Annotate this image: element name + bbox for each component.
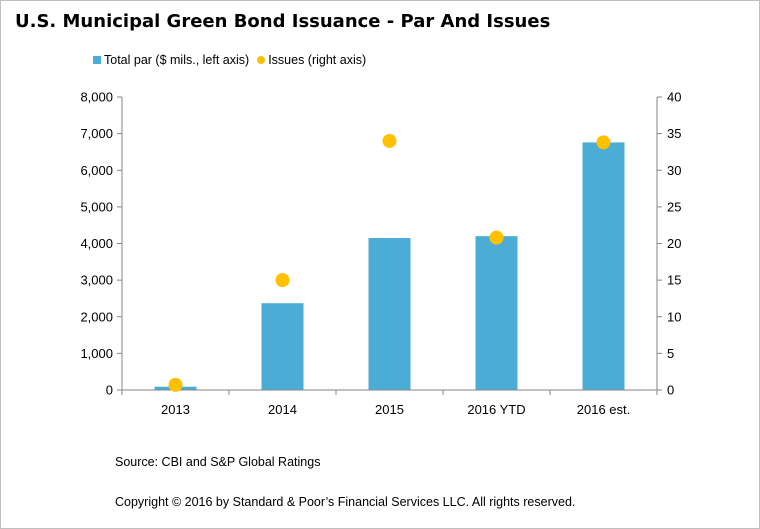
legend-item-issues: Issues (right axis) bbox=[257, 53, 366, 67]
source-note: Source: CBI and S&P Global Ratings bbox=[115, 455, 321, 469]
chart-plot: 0 1,000 2,000 3,000 4,000 5,000 6,000 7,000 8,00… bbox=[80, 90, 681, 418]
bar-2014 bbox=[261, 303, 304, 390]
legend-dot-swatch bbox=[257, 56, 266, 64]
issues-point-2016-ytd bbox=[489, 230, 504, 245]
legend: Total par ($ mils., left axis) Issues (r… bbox=[93, 52, 374, 68]
legend-bar-swatch bbox=[93, 56, 101, 64]
x-axis-tick-label: 2013 bbox=[161, 402, 190, 417]
legend-label-total-par: Total par ($ mils., left axis) bbox=[104, 53, 250, 67]
left-axis-tick-label: 0 bbox=[106, 383, 113, 398]
left-axis-tick-label: 7,000 bbox=[80, 126, 113, 141]
left-axis-tick-label: 1,000 bbox=[80, 346, 113, 361]
left-axis-tick-label: 6,000 bbox=[80, 163, 113, 178]
right-axis-tick-label: 40 bbox=[667, 90, 681, 105]
bar-2016-ytd bbox=[475, 236, 518, 390]
legend-item-total-par: Total par ($ mils., left axis) bbox=[93, 53, 249, 67]
x-axis-tick-label: 2016 est. bbox=[577, 402, 631, 417]
bar-2015 bbox=[368, 238, 411, 390]
right-axis-tick-label: 30 bbox=[667, 163, 681, 178]
x-axis-tick-label: 2016 YTD bbox=[467, 402, 525, 417]
bar-2016-est- bbox=[582, 142, 625, 390]
right-axis-tick-label: 5 bbox=[667, 346, 674, 361]
legend-label-issues: Issues (right axis) bbox=[268, 53, 367, 67]
issues-point-2013 bbox=[168, 377, 183, 392]
right-axis-tick-label: 10 bbox=[667, 309, 681, 324]
right-axis-tick-label: 25 bbox=[667, 199, 681, 214]
copyright-note: Copyright © 2016 by Standard & Poor’s Fi… bbox=[115, 495, 576, 509]
x-axis-tick-label: 2015 bbox=[375, 402, 404, 417]
left-axis-tick-label: 2,000 bbox=[80, 309, 113, 324]
right-axis-tick-label: 35 bbox=[667, 126, 681, 141]
x-axis-tick-label: 2014 bbox=[268, 402, 297, 417]
left-axis-tick-label: 5,000 bbox=[80, 199, 113, 214]
left-axis-tick-label: 8,000 bbox=[80, 90, 113, 105]
left-axis-tick-label: 4,000 bbox=[80, 236, 113, 251]
right-axis-tick-label: 15 bbox=[667, 273, 681, 288]
right-axis-tick-label: 0 bbox=[667, 383, 674, 398]
issues-point-2014 bbox=[275, 273, 290, 288]
left-axis-tick-label: 3,000 bbox=[80, 273, 113, 288]
issues-point-2015 bbox=[382, 133, 397, 148]
right-axis-tick-label: 20 bbox=[667, 236, 681, 251]
issues-point-2016-est- bbox=[596, 135, 611, 150]
chart-title: U.S. Municipal Green Bond Issuance - Par… bbox=[15, 11, 551, 32]
